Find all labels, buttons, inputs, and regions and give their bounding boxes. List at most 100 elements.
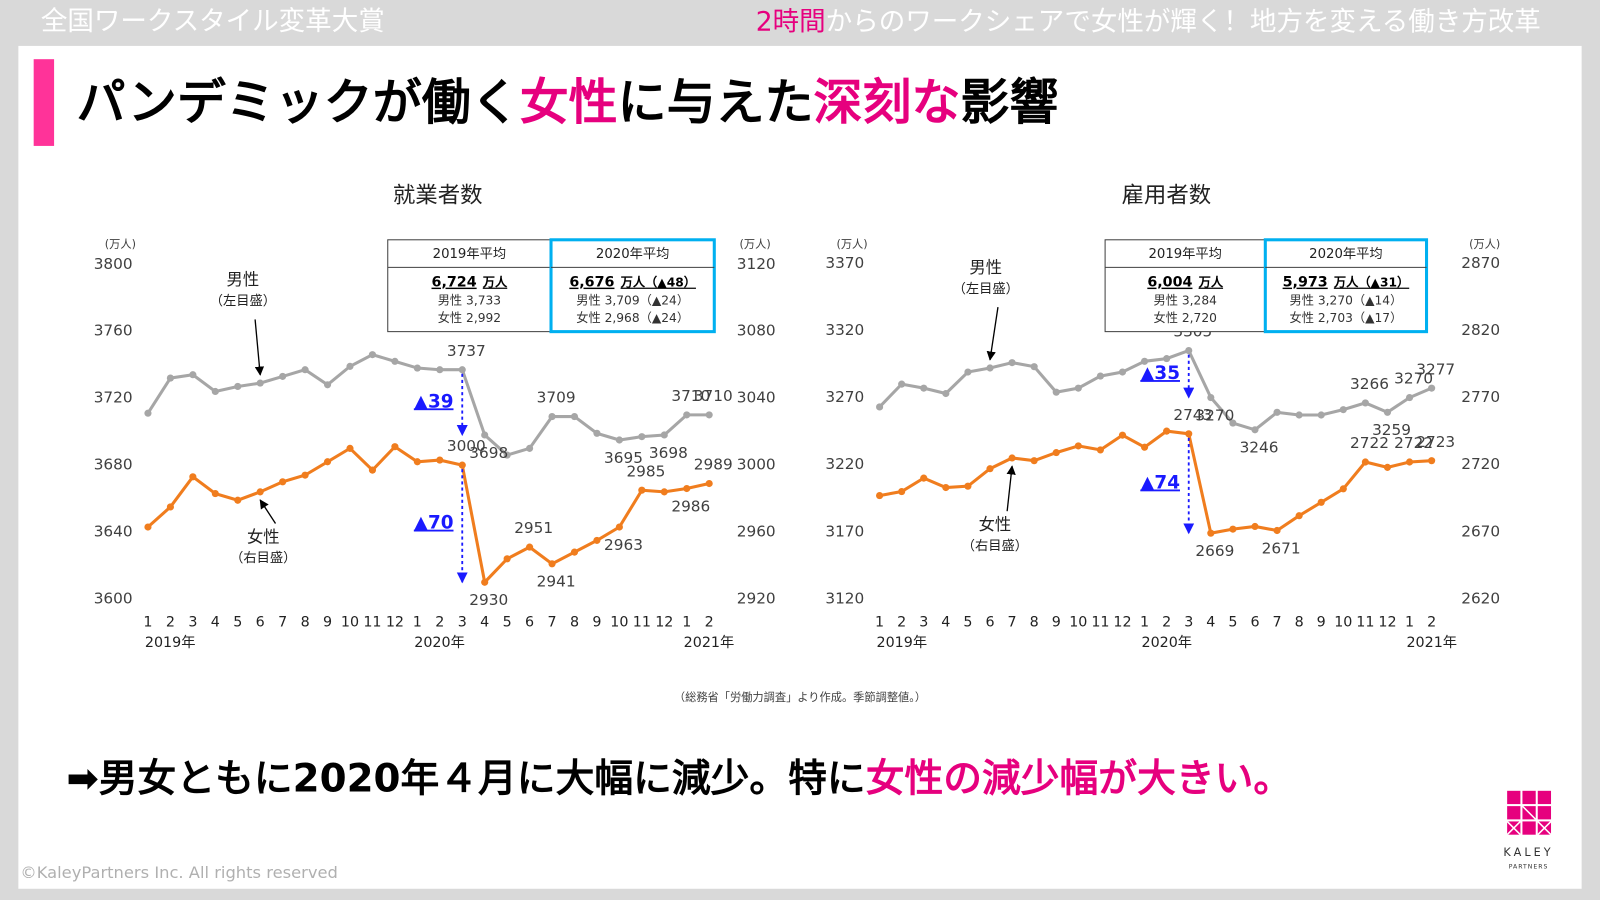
footer: ©KaleyPartners Inc. All rights reserved [20,863,337,882]
x-tick-label: 2 [1427,614,1436,630]
x-tick-label: 2 [435,614,444,630]
data-point [1118,368,1127,376]
x-tick-label: 12 [386,614,404,630]
data-point [144,409,152,417]
total-value: 6,004 [1147,275,1192,291]
total-value: 5,973 [1283,275,1328,291]
x-tick-label: 11 [633,614,651,630]
data-label: 2989 [694,456,733,474]
table-row: 男性 3,270（▲14） [1290,294,1403,308]
data-point [1074,442,1082,450]
data-point [1339,485,1347,493]
table-row: 男性 3,709（▲24） [576,294,689,308]
data-point [481,578,489,586]
data-point [1052,388,1060,396]
data-point [1008,454,1016,462]
x-tick-label: 3 [919,614,928,630]
data-point [942,389,950,398]
table-row: 女性 2,968（▲24） [576,310,689,325]
data-point [256,488,264,496]
x-tick-label: 8 [570,614,579,630]
data-point [1273,526,1281,535]
source-note: （総務省「労働力調査」より作成。季節調整値。） [674,690,926,704]
data-label: 2963 [604,536,643,554]
data-point [301,471,309,479]
year-label: 2020年 [414,634,465,651]
data-label: 3259 [1372,421,1411,439]
y2-tick-label: 2770 [1461,388,1500,406]
data-point [1361,458,1369,466]
data-point [898,380,906,388]
year-label: 2019年 [877,634,928,651]
data-point [436,366,444,374]
logo: KALEY PARTNERS [1503,790,1552,870]
series-note: （右目盛） [962,538,1028,554]
table-cell [1104,239,1266,333]
data-label: 3710 [694,387,733,405]
y-tick-label: 3720 [94,389,133,407]
data-label: 3270 [1394,370,1433,388]
table-row: 女性 2,703（▲17） [1290,310,1403,325]
x-tick-label: 5 [1228,614,1237,630]
table-row: 女性 2,720 [1154,310,1217,325]
data-point [234,496,242,504]
data-point [1383,408,1392,416]
data-label: 3270 [1195,406,1234,424]
title-bar [33,59,55,146]
data-label: 3246 [1240,439,1279,457]
data-point [942,483,950,492]
total-unit: 万人 [482,274,508,289]
data-point [1052,449,1060,457]
year-label: 2021年 [1406,634,1457,651]
text-part: ➡男女ともに2020年４月に大幅に減少。特に [66,756,865,801]
y2-tick-label: 2620 [1461,589,1500,607]
table-row: 男性 3,733 [438,294,501,308]
data-point [1405,393,1414,402]
conclusion: ➡男女ともに2020年４月に大幅に減少。特に女性の減少幅が大きい。 [66,756,1292,801]
data-point [570,413,579,421]
pointer [1006,465,1016,512]
data-point [391,443,399,451]
data-point [166,374,174,382]
data-point [1295,411,1303,419]
y-tick-label: 3320 [825,321,864,339]
data-label: 2722 [1350,434,1389,452]
data-point [1339,406,1347,414]
data-point [526,543,534,551]
x-tick-label: 3 [1184,614,1193,630]
data-point [1141,357,1149,365]
text-part: 影響 [960,74,1058,131]
x-tick-label: 6 [525,614,534,630]
text-part: 2時間 [756,6,826,37]
data-point [1096,446,1104,454]
x-tick-label: 7 [1008,614,1017,630]
x-tick-label: 6 [985,614,994,630]
table-cell [1263,238,1429,334]
y-tick-label: 3120 [825,589,864,607]
data-label: 3266 [1350,375,1389,393]
data-point [1273,408,1281,416]
chart-title: 雇用者数 [1121,182,1211,208]
header-left: 全国ワークスタイル変革大賞 [41,6,385,37]
data-point [660,431,668,439]
y2-unit: (万人) [1469,238,1500,251]
series-line [878,348,1433,432]
x-tick-label: 4 [480,614,489,630]
table-total: 6,004 万人 [1147,274,1223,291]
y-tick-label: 3220 [825,455,864,473]
data-point [548,560,556,568]
table-cell [387,239,552,333]
text-part: に与えた [618,74,814,131]
data-point [323,458,332,466]
y2-tick-label: 3000 [737,456,776,474]
x-tick-label: 3 [458,614,467,630]
data-point [1295,512,1303,520]
data-point [1383,463,1392,471]
total-value: 6,676 [569,275,614,291]
chart-title: 就業者数 [393,182,483,208]
x-tick-label: 9 [1052,614,1061,630]
data-point [964,368,972,376]
table-header: 2019年平均 [433,246,506,262]
x-tick-label: 10 [341,614,359,630]
